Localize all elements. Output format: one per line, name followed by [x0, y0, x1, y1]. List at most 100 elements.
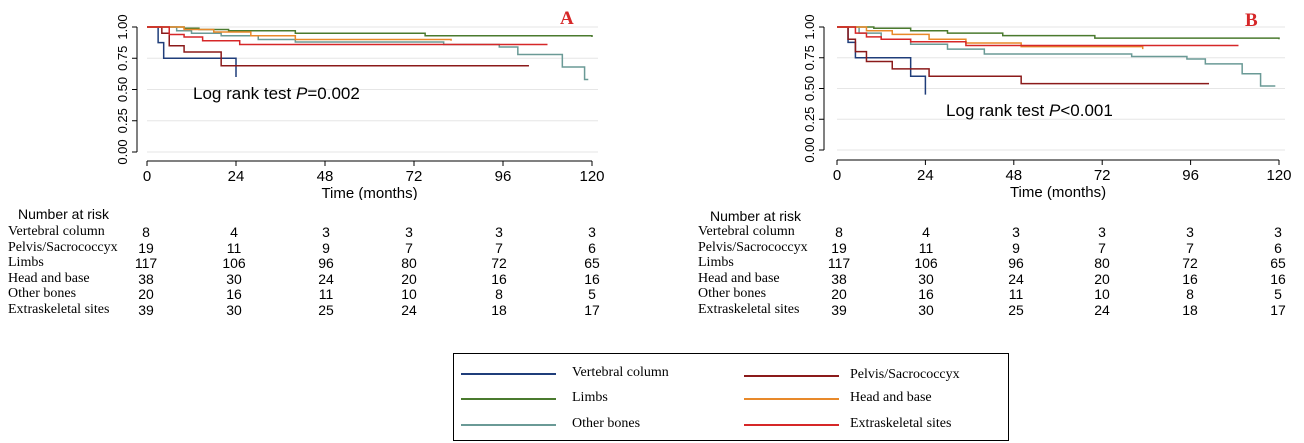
risk-row-label: Limbs	[8, 255, 44, 270]
x-tick-label: 72	[1094, 167, 1111, 184]
risk-value: 3	[495, 224, 503, 240]
legend-label: Vertebral column	[572, 365, 669, 380]
risk-value: 16	[226, 286, 242, 302]
legend-swatch	[461, 398, 556, 400]
risk-value: 30	[226, 301, 242, 318]
risk-value: 30	[918, 301, 934, 318]
risk-value: 17	[1270, 301, 1286, 318]
risk-value: 16	[1270, 270, 1286, 287]
risk-row-label: Limbs	[698, 255, 734, 270]
risk-value: 8	[1186, 286, 1194, 302]
panel-label: B	[1245, 10, 1258, 31]
risk-table-header: Number at risk	[18, 206, 110, 222]
risk-value: 11	[318, 286, 334, 302]
risk-value: 10	[1094, 286, 1110, 302]
y-tick-label: 0.25	[115, 108, 130, 133]
risk-value: 3	[1098, 224, 1106, 240]
risk-value: 39	[831, 301, 847, 318]
legend-swatch	[744, 424, 839, 426]
risk-value: 20	[138, 286, 154, 302]
risk-value: 24	[1094, 301, 1110, 318]
risk-value: 8	[142, 224, 150, 240]
risk-value: 80	[1094, 255, 1110, 271]
risk-value: 3	[322, 224, 330, 240]
risk-value: 4	[230, 224, 238, 240]
risk-value: 72	[1182, 255, 1198, 271]
risk-value: 20	[1094, 270, 1110, 287]
risk-value: 7	[1186, 239, 1194, 256]
y-tick-label: 0.00	[115, 139, 130, 164]
legend-label: Other bones	[572, 416, 641, 431]
risk-value: 30	[918, 270, 934, 287]
legend-label: Extraskeletal sites	[850, 416, 952, 431]
x-tick-label: 96	[495, 168, 512, 185]
risk-value: 30	[226, 270, 242, 287]
risk-value: 3	[405, 224, 413, 240]
y-tick-label: 1.00	[802, 14, 817, 39]
y-tick-label: 0.75	[802, 45, 817, 70]
risk-value: 24	[401, 301, 417, 318]
series-vertebral-column	[147, 26, 237, 77]
risk-value: 96	[1008, 255, 1024, 271]
risk-value: 8	[835, 224, 843, 240]
x-tick-label: 48	[1005, 167, 1022, 184]
x-tick-label: 96	[1182, 167, 1199, 184]
risk-row-label: Vertebral column	[8, 224, 105, 239]
log-rank-annotation: Log rank test P=0.002	[193, 84, 360, 103]
risk-row-label: Vertebral column	[698, 224, 795, 239]
risk-value: 106	[914, 255, 938, 271]
x-tick-label: 120	[579, 168, 604, 185]
risk-value: 39	[138, 301, 154, 318]
risk-value: 24	[318, 270, 334, 287]
risk-value: 20	[401, 270, 417, 287]
y-tick-label: 0.75	[115, 46, 130, 71]
risk-value: 117	[134, 255, 158, 271]
y-tick-label: 0.50	[115, 77, 130, 102]
risk-value: 16	[1182, 270, 1198, 287]
risk-row-label: Pelvis/Sacrococcyx	[698, 239, 808, 255]
risk-value: 96	[318, 255, 334, 271]
risk-value: 20	[831, 286, 847, 302]
risk-value: 5	[588, 286, 596, 302]
legend-swatch	[744, 398, 839, 400]
risk-value: 80	[401, 255, 417, 271]
risk-value: 8	[495, 286, 503, 302]
risk-value: 6	[588, 239, 596, 256]
x-axis-title: Time (months)	[321, 185, 417, 200]
risk-value: 24	[1008, 270, 1024, 287]
x-tick-label: 72	[406, 168, 423, 185]
risk-value: 9	[322, 239, 330, 256]
series-pelvis-sacrococcyx	[837, 26, 1210, 85]
x-tick-label: 0	[833, 167, 841, 184]
survival-chart-b: 0.00 0.25 0.50 0.75 1.00 0 24 48 72 96 120 Time (mo…	[690, 0, 1304, 340]
series-extraskeletal-sites	[147, 26, 548, 46]
risk-row-label: Other bones	[8, 286, 77, 301]
risk-value: 5	[1274, 286, 1282, 302]
risk-value: 7	[1098, 239, 1106, 256]
risk-value: 18	[1182, 301, 1198, 318]
y-tick-label: 0.25	[802, 107, 817, 132]
risk-value: 38	[831, 270, 847, 287]
risk-value: 38	[138, 270, 154, 287]
risk-value: 7	[495, 239, 503, 256]
risk-table-header: Number at risk	[710, 208, 802, 224]
risk-value: 7	[405, 239, 413, 256]
legend-swatch	[461, 424, 556, 426]
survival-plot-b: 0.00 0.25 0.50 0.75 1.00 0 24 48 72 96 120 Time (mo…	[802, 10, 1292, 201]
risk-row-label: Head and base	[698, 270, 780, 286]
risk-row-label: Head and base	[8, 270, 90, 286]
legend-swatch	[461, 373, 556, 375]
risk-value: 106	[222, 255, 246, 271]
x-tick-label: 0	[143, 168, 151, 185]
y-tick-label: 0.50	[802, 76, 817, 101]
risk-value: 72	[491, 255, 507, 271]
risk-value: 11	[226, 239, 242, 256]
legend-swatch	[744, 375, 839, 377]
series-extraskeletal-sites	[837, 26, 1239, 47]
legend-label: Pelvis/Sacrococcyx	[850, 367, 960, 382]
risk-value: 16	[584, 270, 600, 287]
series-other-bones	[147, 26, 589, 81]
x-tick-label: 24	[228, 168, 245, 185]
risk-value: 16	[491, 270, 507, 287]
risk-row-label: Other bones	[698, 286, 767, 301]
